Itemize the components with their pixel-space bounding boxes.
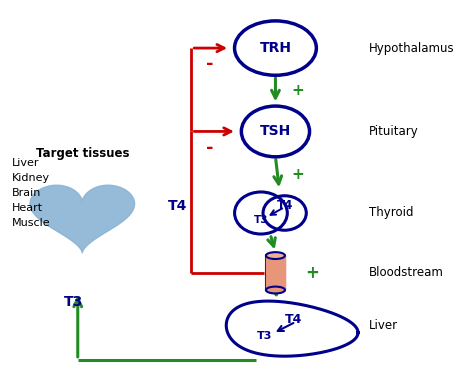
Polygon shape bbox=[30, 185, 135, 252]
Ellipse shape bbox=[266, 287, 285, 293]
Text: Target tissues: Target tissues bbox=[36, 147, 129, 160]
Text: T3: T3 bbox=[64, 295, 83, 309]
Text: Thyroid: Thyroid bbox=[369, 206, 413, 219]
Text: +: + bbox=[292, 167, 305, 182]
Text: T4: T4 bbox=[168, 199, 187, 213]
Text: Pituitary: Pituitary bbox=[369, 125, 419, 138]
Text: Bloodstream: Bloodstream bbox=[369, 266, 444, 279]
Text: TRH: TRH bbox=[259, 41, 292, 55]
Text: Liver: Liver bbox=[369, 319, 398, 332]
Text: -: - bbox=[206, 139, 213, 157]
Text: -: - bbox=[206, 56, 213, 73]
Text: T4: T4 bbox=[285, 314, 302, 326]
Text: TSH: TSH bbox=[260, 124, 291, 138]
Text: +: + bbox=[292, 83, 305, 98]
Text: +: + bbox=[305, 264, 319, 282]
FancyBboxPatch shape bbox=[266, 256, 285, 290]
Text: Hypothalamus: Hypothalamus bbox=[369, 42, 454, 54]
Text: T3: T3 bbox=[256, 330, 272, 340]
Text: Liver
Kidney
Brain
Heart
Muscle: Liver Kidney Brain Heart Muscle bbox=[12, 158, 51, 229]
Text: T3: T3 bbox=[254, 215, 268, 225]
Ellipse shape bbox=[266, 252, 285, 259]
Text: T4: T4 bbox=[277, 199, 294, 212]
